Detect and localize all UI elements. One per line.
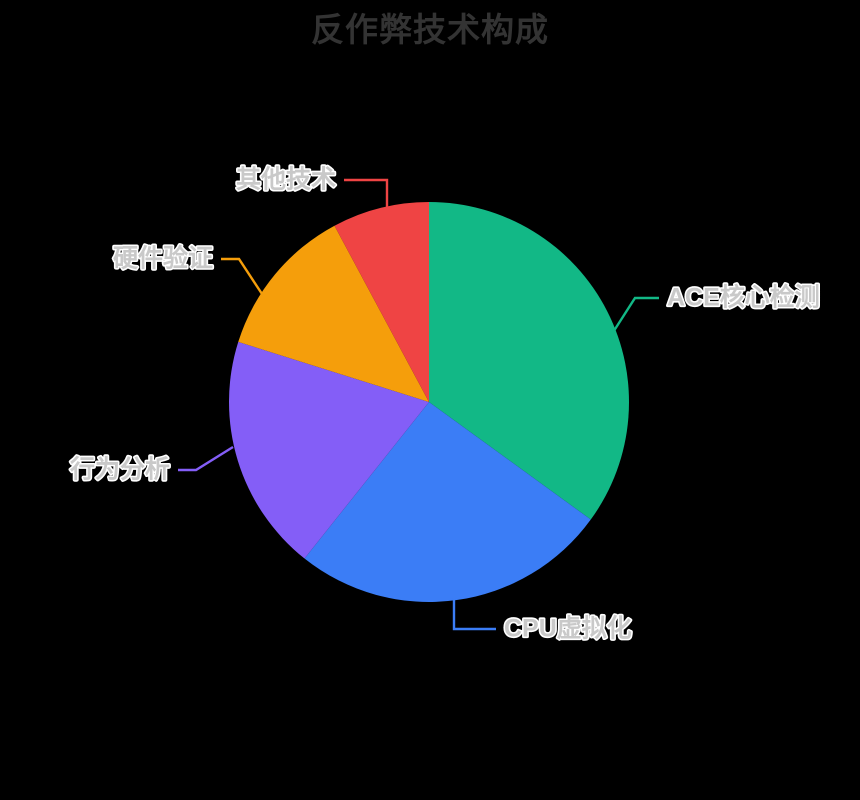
slice-label-hardware: 硬件验证: [113, 244, 213, 273]
pie-slice-ace[interactable]: [429, 202, 629, 520]
leader-line-other: [344, 178, 389, 212]
slice-label-other: 其他技术: [236, 165, 336, 194]
leader-line-ace: [608, 296, 659, 338]
pie-slice-other[interactable]: [334, 202, 429, 402]
slice-label-cpu: CPU虚拟化: [504, 615, 632, 643]
leader-line-behavior: [178, 445, 234, 472]
pie-slice-cpu[interactable]: [304, 402, 591, 602]
slice-labels: ACE核心检测 CPU虚拟化 行为分析 硬件验证 其他技术: [67, 163, 821, 644]
slice-label-behavior: 行为分析: [69, 456, 170, 484]
chart-title: 反作弊技术构成: [311, 11, 549, 48]
pie-slice-behavior[interactable]: [229, 341, 429, 559]
leader-line-cpu: [452, 598, 496, 631]
pie-slice-hardware[interactable]: [238, 225, 429, 402]
pie-slices: [229, 202, 629, 602]
slice-label-ace: ACE核心检测: [667, 283, 820, 312]
leader-line-hardware: [221, 257, 268, 301]
leader-lines: [178, 178, 659, 631]
